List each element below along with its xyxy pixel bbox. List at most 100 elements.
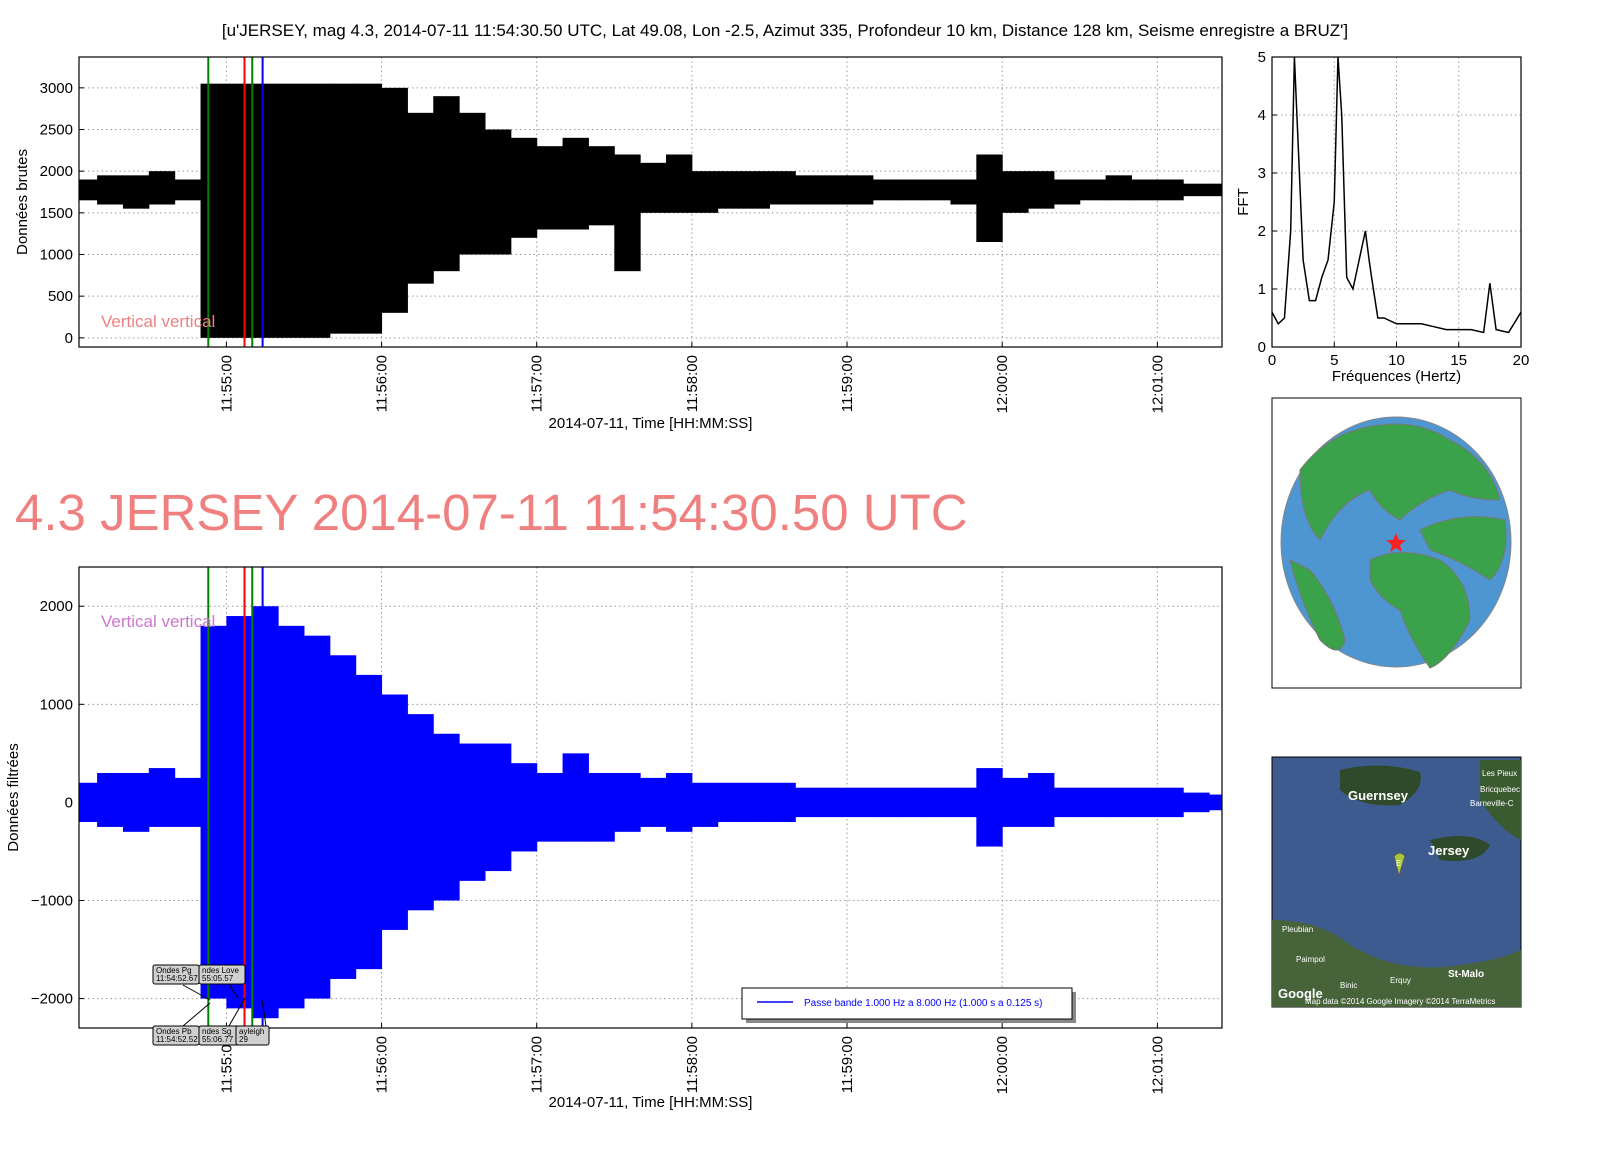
envelope-bar	[691, 782, 719, 827]
envelope-bar	[1157, 787, 1184, 818]
land	[1340, 765, 1421, 806]
map-marker	[1393, 852, 1406, 878]
y-tick-label: 0	[65, 330, 73, 347]
y-tick-label: 3	[1258, 165, 1266, 182]
envelope-bar	[1183, 183, 1210, 197]
envelope-bar	[278, 625, 305, 1009]
envelope-bar	[433, 96, 460, 272]
y-tick-label: 0	[1258, 339, 1266, 356]
envelope-bar	[226, 616, 253, 1009]
x-tick-label: 5	[1330, 352, 1338, 369]
note-text: Ondes Pg	[156, 966, 192, 975]
x-tick-label: 11:56:00	[374, 1036, 391, 1093]
envelope-bar	[536, 772, 564, 842]
envelope-bar	[200, 83, 227, 338]
envelope-bar	[743, 171, 770, 209]
envelope-bar	[1028, 772, 1055, 827]
envelope-bar	[562, 137, 589, 230]
big-title: 4.3 JERSEY 2014-07-11 11:54:30.50 UTC	[15, 484, 968, 541]
envelope-bar	[924, 787, 951, 818]
data-layer	[1272, 57, 1521, 334]
x-tick-label: 11:59:00	[839, 1036, 856, 1093]
envelope-bar	[976, 768, 1003, 847]
envelope-bar	[1131, 179, 1158, 201]
envelope-bar	[381, 694, 408, 930]
x-tick-label: 20	[1513, 352, 1530, 369]
envelope-bar	[381, 87, 408, 313]
envelope-bar	[1157, 179, 1184, 201]
note-text: 29	[239, 1035, 248, 1044]
plot: −2000 −1000 0 1000 2000 11:55:00 11:56:00 11:57…	[5, 484, 1223, 1111]
envelope-bar	[97, 772, 124, 827]
note-box	[198, 964, 246, 985]
envelope-bar	[976, 154, 1003, 242]
map-label: Erquy	[1390, 976, 1411, 985]
plot-frame	[1271, 56, 1522, 348]
x-tick-label: 11:57:00	[529, 355, 546, 412]
envelope-bar	[433, 733, 460, 901]
envelope-bar	[1028, 171, 1055, 209]
envelope-bar	[1105, 787, 1132, 818]
envelope-bar	[1053, 787, 1081, 818]
envelope-bar	[407, 112, 434, 284]
envelope-bar	[252, 83, 279, 338]
map-labels: Guernsey Jersey Les Pieux Bricquebec Barnevi…	[1278, 769, 1520, 1006]
envelope-bar	[898, 787, 926, 818]
envelope-bar	[691, 171, 719, 213]
map-label: Google	[1278, 986, 1323, 1001]
y-tick-label: 4	[1258, 107, 1266, 124]
y-tick-label: 5	[1258, 49, 1266, 66]
map-label: Guernsey	[1348, 788, 1409, 803]
land	[1272, 920, 1521, 1007]
envelope-bar	[329, 83, 357, 334]
land	[1369, 552, 1471, 669]
envelope-bar	[484, 129, 512, 255]
x-axis-label: 2014-07-11, Time [HH:MM:SS]	[549, 415, 753, 432]
y-tick-label: 500	[48, 288, 73, 305]
envelope-bar	[1002, 777, 1029, 827]
envelope-bar	[148, 768, 176, 827]
x-tick-label: 11:55:00	[218, 355, 235, 412]
envelope-bar	[588, 772, 615, 842]
note-arrow	[182, 1002, 211, 1027]
note-arrow	[228, 984, 239, 999]
envelope-bar	[950, 179, 977, 205]
envelope-bar	[303, 83, 331, 338]
envelope-bar	[174, 179, 202, 201]
envelope-bar	[303, 635, 331, 999]
note-text: ayleigh	[239, 1027, 264, 1036]
envelope-bar	[200, 625, 227, 999]
note-text: Ondes Pb	[156, 1027, 192, 1036]
y-tick-label: −1000	[31, 892, 73, 909]
envelope-bar	[640, 777, 667, 827]
note-text: 55:06.77	[202, 1035, 234, 1044]
envelope-bar	[122, 175, 150, 209]
envelope-bar	[1002, 171, 1029, 213]
envelope-bar	[1209, 794, 1222, 811]
y-tick-label: 1500	[40, 205, 73, 222]
envelope-bar	[614, 772, 641, 832]
suptitle: [u'JERSEY, mag 4.3, 2014-07-11 11:54:30.…	[222, 21, 1348, 40]
y-tick-label: 1000	[40, 696, 73, 713]
envelope-bar	[1079, 787, 1107, 818]
envelope-bar	[407, 714, 434, 911]
envelope-bar	[743, 782, 770, 823]
y-tick-label: 2000	[40, 163, 73, 180]
x-tick-label: 12:01:00	[1149, 355, 1166, 413]
x-tick-label: 11:55:00	[218, 1036, 235, 1093]
envelope-bar	[562, 753, 589, 842]
y-tick-label: 2000	[40, 598, 73, 615]
legend-label: Passe bande 1.000 Hz a 8.000 Hz (1.000 s…	[804, 998, 1043, 1009]
envelope-bar	[459, 743, 486, 881]
envelope-bar	[1053, 179, 1081, 205]
envelope-bar	[847, 175, 874, 205]
channel-label: Vertical vertical	[101, 312, 215, 331]
land	[1480, 760, 1521, 840]
map-label: Les Pieux	[1482, 769, 1517, 778]
envelope-bar	[614, 154, 641, 272]
plot-frame	[78, 56, 1223, 348]
x-tick-label: 12:01:00	[1149, 1036, 1166, 1094]
x-tick-label: 0	[1268, 352, 1276, 369]
note-text: 11:54:52.52	[156, 1035, 198, 1044]
